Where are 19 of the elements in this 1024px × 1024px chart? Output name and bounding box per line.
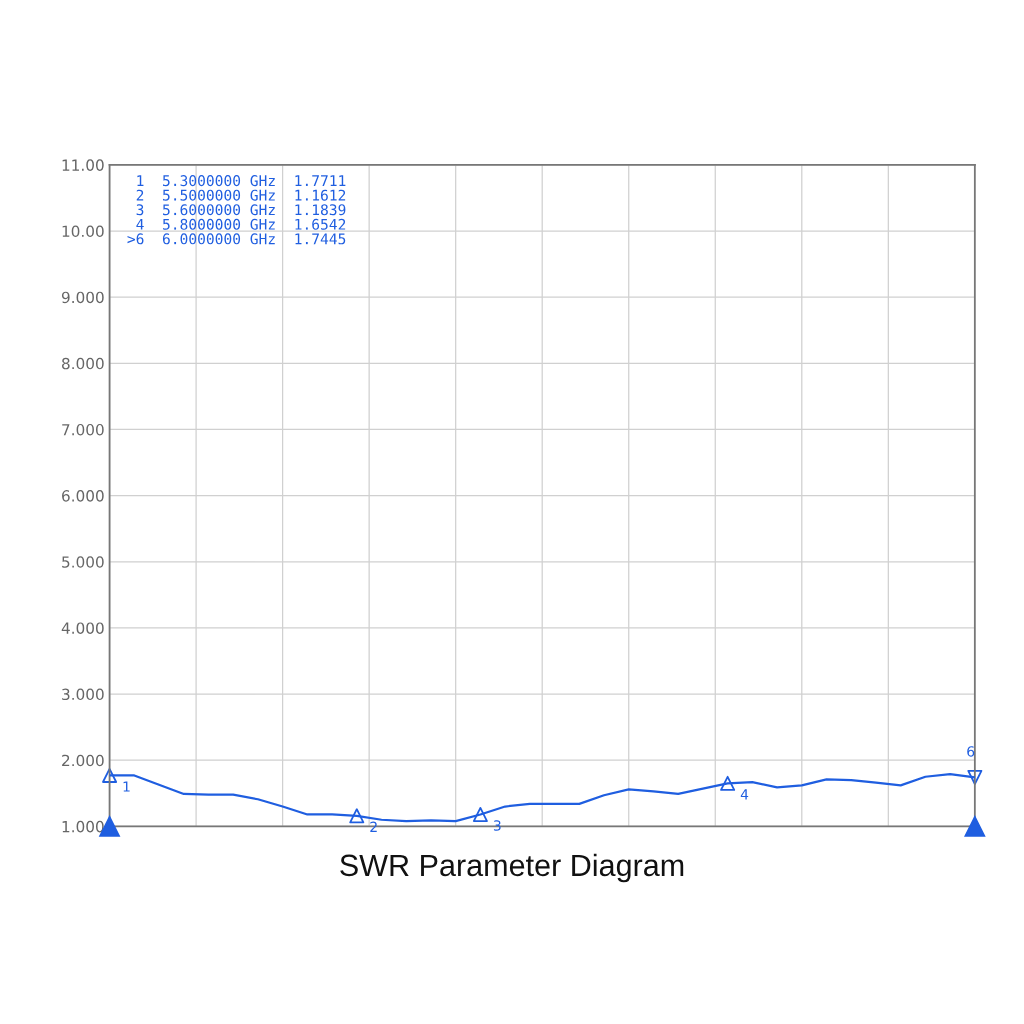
y-tick-label: 2.000 — [62, 754, 104, 767]
text: SWR Parameter Diagram — [340, 853, 684, 883]
y-tick-label: 8.000 — [62, 357, 104, 370]
y-tick-label: 3.000 — [62, 688, 104, 701]
y-tick-label: 10.00 — [62, 225, 104, 238]
y-tick-label: 6.000 — [62, 490, 104, 502]
y-tick-label: 9.000 — [61, 291, 104, 304]
annotation: >6 6.0000000 GHz 1.7445 — [127, 233, 346, 245]
y-tick-label: 7.000 — [62, 423, 104, 436]
annotation: 4 5.8000000 GHz 1.6542 — [136, 218, 346, 230]
y-tick-label: 1.000 — [62, 820, 104, 833]
annotation: 3 5.6000000 GHz 1.1839 — [136, 204, 346, 216]
annotation: 2 5.5000000 GHz 1.1612 — [136, 189, 346, 201]
annotation: 1 — [123, 781, 130, 792]
y-tick-label: 4.000 — [61, 622, 104, 634]
annotation: 1 5.3000000 GHz 1.7711 — [137, 175, 346, 187]
y-tick-label: 11.00 — [62, 159, 104, 171]
y-tick-label: 5.000 — [62, 556, 104, 568]
annotation: 4 — [740, 789, 749, 800]
